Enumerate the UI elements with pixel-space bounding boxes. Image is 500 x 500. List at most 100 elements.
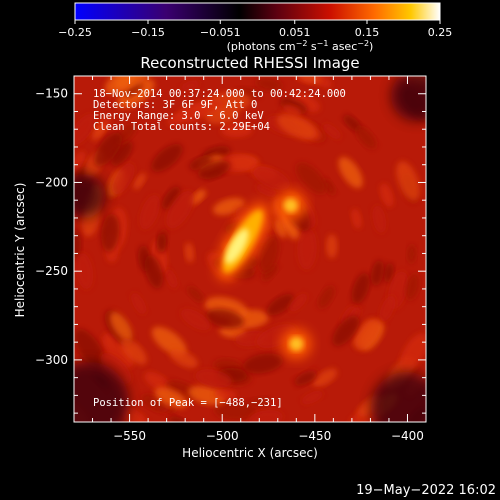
source-core xyxy=(289,336,304,351)
texture-blob xyxy=(355,318,381,351)
source-main-core xyxy=(225,228,249,265)
colorbar-tick-label: −0.15 xyxy=(131,26,165,39)
texture-blob xyxy=(290,93,321,112)
texture-blob xyxy=(162,186,181,210)
y-tick-label: −200 xyxy=(35,175,68,189)
texture-blob xyxy=(297,227,317,270)
texture-dark xyxy=(74,174,106,218)
annotation-peak: Position of Peak = [−488,−231] xyxy=(93,397,283,409)
texture-blob xyxy=(326,234,338,259)
texture-dark xyxy=(74,362,129,422)
texture-blob xyxy=(261,263,278,281)
texture-blob xyxy=(100,352,132,385)
texture-blob xyxy=(371,260,384,286)
annotation-energy: Energy Range: 3.0 − 6.0 keV xyxy=(93,110,264,122)
texture-blob xyxy=(120,338,147,365)
texture-blob xyxy=(213,389,237,400)
texture-blob xyxy=(289,293,308,312)
texture-blob xyxy=(112,162,135,195)
texture-blob xyxy=(154,387,188,409)
texture-blob xyxy=(75,252,94,290)
texture-blob xyxy=(379,295,396,322)
texture-blob xyxy=(343,114,362,132)
texture-blob xyxy=(111,140,133,167)
y-tick-label: −300 xyxy=(35,353,68,367)
chart-title: Reconstructed RHESSI Image xyxy=(140,54,359,72)
texture-blob xyxy=(253,166,291,191)
texture-blob xyxy=(166,190,195,229)
texture-blob xyxy=(256,183,277,197)
texture-blob xyxy=(296,162,327,194)
colorbar-tick-label: −0.25 xyxy=(58,26,92,39)
texture-blob xyxy=(164,268,178,289)
texture-dark xyxy=(371,372,426,422)
texture-blob xyxy=(282,104,302,117)
texture-blob xyxy=(101,213,120,253)
texture-blob xyxy=(258,235,280,274)
texture-blob xyxy=(332,315,360,347)
texture-blob xyxy=(322,178,336,195)
texture-blob xyxy=(170,349,198,368)
texture-blob xyxy=(94,132,122,167)
texture-blob xyxy=(221,122,253,138)
texture-blob xyxy=(294,371,317,386)
texture-blob xyxy=(276,113,317,140)
texture-blob xyxy=(187,286,204,302)
texture-blob xyxy=(197,160,231,180)
texture-blob xyxy=(338,156,363,189)
texture-blob xyxy=(356,126,377,149)
texture-blob xyxy=(205,308,244,329)
texture-blob xyxy=(351,272,370,305)
texture-blob xyxy=(117,78,155,109)
texture-blob xyxy=(249,397,271,408)
texture-blob xyxy=(104,76,138,94)
texture-blob xyxy=(141,394,167,412)
texture-blob xyxy=(156,233,166,253)
texture-blob xyxy=(214,400,257,421)
texture-dark xyxy=(391,76,426,121)
texture-blob xyxy=(188,385,226,405)
colorbar-unit: (photons cm−2 s−1 asec−2) xyxy=(227,39,374,53)
annotation-time: 18−Nov−2014 00:37:24.000 to 00:42:24.000 xyxy=(93,88,346,100)
texture-blob xyxy=(396,161,420,201)
texture-blob xyxy=(184,242,195,263)
axis-ticks: −550 −500 −450 −400 −150 −200 −250 −300 xyxy=(35,75,427,443)
texture-blob xyxy=(399,333,426,372)
texture-blob xyxy=(74,328,105,368)
texture-blob xyxy=(312,368,338,387)
texture-blob xyxy=(74,151,86,171)
colorbar xyxy=(74,2,441,21)
texture-blob xyxy=(144,254,163,289)
plot-frame xyxy=(73,75,427,423)
texture-blob xyxy=(301,390,323,405)
image-area xyxy=(74,76,426,422)
texture-blob xyxy=(266,294,294,316)
texture-blob xyxy=(131,292,147,315)
y-tick-label: −250 xyxy=(35,264,68,278)
annotation-clean: Clean Total counts: 2.29E+04 xyxy=(93,121,270,133)
texture-blob xyxy=(405,273,420,301)
texture-blob xyxy=(255,77,283,91)
texture-blob xyxy=(383,262,394,283)
texture-blob xyxy=(151,143,183,172)
colorbar-ticks: −0.25 −0.15 −0.051 0.051 0.15 0.25 xyxy=(58,20,452,39)
x-tick-label: −400 xyxy=(391,429,424,443)
colorbar-tick-label: 0.051 xyxy=(279,26,311,39)
texture-blob xyxy=(204,107,239,124)
texture-blob xyxy=(133,172,146,190)
source-core xyxy=(283,198,298,213)
y-axis-label: Heliocentric Y (arcsec) xyxy=(13,183,27,318)
colorbar-tick-label: 0.15 xyxy=(355,26,380,39)
texture-blob xyxy=(379,183,394,207)
texture-blob xyxy=(189,155,213,171)
texture-blob xyxy=(167,112,187,126)
annotation-detectors: Detectors: 3F 6F 9F, Att 0 xyxy=(93,99,257,111)
x-tick-label: −550 xyxy=(113,429,146,443)
texture-blob xyxy=(274,219,287,239)
texture-blob xyxy=(109,311,133,342)
texture-blob xyxy=(139,194,160,230)
texture-blob xyxy=(180,308,211,331)
x-tick-label: −500 xyxy=(206,429,239,443)
x-axis-label: Heliocentric X (arcsec) xyxy=(182,446,318,460)
texture-blob xyxy=(151,326,187,356)
